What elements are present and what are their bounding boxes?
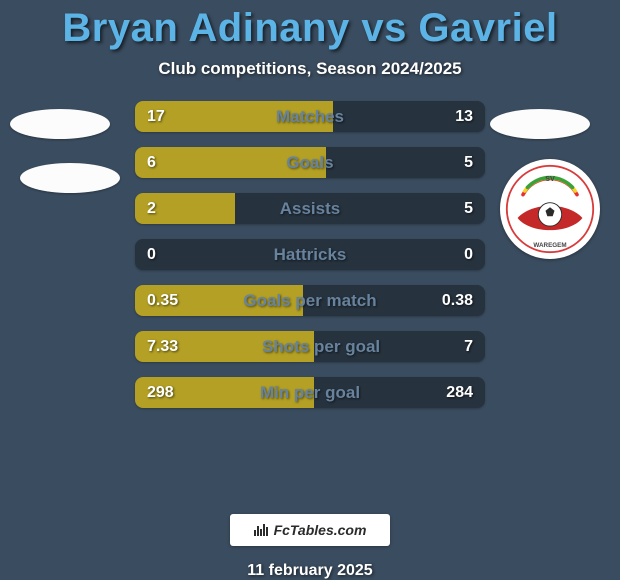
stat-value-left: 6 <box>147 154 156 172</box>
stat-row-overlay: 17 Matches 13 <box>135 101 485 132</box>
comparison-infographic: Bryan Adinany vs Gavriel Club competitio… <box>0 0 620 580</box>
stat-row: 2 Assists 5 <box>135 193 485 224</box>
stat-row-overlay: 0.35 Goals per match 0.38 <box>135 285 485 316</box>
left-club-crest-placeholder <box>20 163 120 193</box>
right-club-crest: SV WAREGEM <box>500 159 600 259</box>
stat-label: Goals <box>286 153 333 173</box>
stat-label: Min per goal <box>260 383 360 403</box>
date-text: 11 february 2025 <box>247 562 372 580</box>
stat-row-overlay: 0 Hattricks 0 <box>135 239 485 270</box>
stat-label: Shots per goal <box>262 337 380 357</box>
stat-value-left: 0.35 <box>147 292 178 310</box>
stat-row-overlay: 6 Goals 5 <box>135 147 485 178</box>
stat-row-overlay: 7.33 Shots per goal 7 <box>135 331 485 362</box>
stat-row: 0 Hattricks 0 <box>135 239 485 270</box>
page-title: Bryan Adinany vs Gavriel <box>62 6 557 51</box>
fctables-bars-icon <box>254 524 268 536</box>
right-player-photo-placeholder <box>490 109 590 139</box>
stat-value-right: 5 <box>464 200 473 218</box>
stat-value-right: 284 <box>446 384 473 402</box>
subtitle: Club competitions, Season 2024/2025 <box>158 59 461 79</box>
stat-value-right: 13 <box>455 108 473 126</box>
stats-area: SV WAREGEM 17 Matches 13 6 Goals 5 2 Assists 5 0 H… <box>0 101 620 504</box>
stat-label: Goals per match <box>243 291 376 311</box>
stat-row-overlay: 2 Assists 5 <box>135 193 485 224</box>
stat-row-overlay: 298 Min per goal 284 <box>135 377 485 408</box>
crest-text-top: SV <box>545 174 555 183</box>
stat-bars-column: 17 Matches 13 6 Goals 5 2 Assists 5 0 Hattricks 0 0.… <box>135 101 485 408</box>
stat-row: 298 Min per goal 284 <box>135 377 485 408</box>
stat-label: Hattricks <box>274 245 347 265</box>
stat-value-left: 17 <box>147 108 165 126</box>
stat-value-right: 5 <box>464 154 473 172</box>
stat-row: 6 Goals 5 <box>135 147 485 178</box>
stat-value-left: 298 <box>147 384 174 402</box>
stat-value-left: 7.33 <box>147 338 178 356</box>
stat-value-right: 0 <box>464 246 473 264</box>
stat-label: Matches <box>276 107 344 127</box>
stat-row: 17 Matches 13 <box>135 101 485 132</box>
stat-value-right: 7 <box>464 338 473 356</box>
stat-value-left: 0 <box>147 246 156 264</box>
stat-row: 7.33 Shots per goal 7 <box>135 331 485 362</box>
stat-value-left: 2 <box>147 200 156 218</box>
stat-label: Assists <box>280 199 340 219</box>
fctables-brand-text: FcTables.com <box>274 522 367 538</box>
crest-text-bottom: WAREGEM <box>533 242 566 249</box>
club-crest-svg: SV WAREGEM <box>505 164 595 254</box>
left-player-photo-placeholder-1 <box>10 109 110 139</box>
stat-row: 0.35 Goals per match 0.38 <box>135 285 485 316</box>
stat-value-right: 0.38 <box>442 292 473 310</box>
fctables-badge[interactable]: FcTables.com <box>230 514 390 546</box>
